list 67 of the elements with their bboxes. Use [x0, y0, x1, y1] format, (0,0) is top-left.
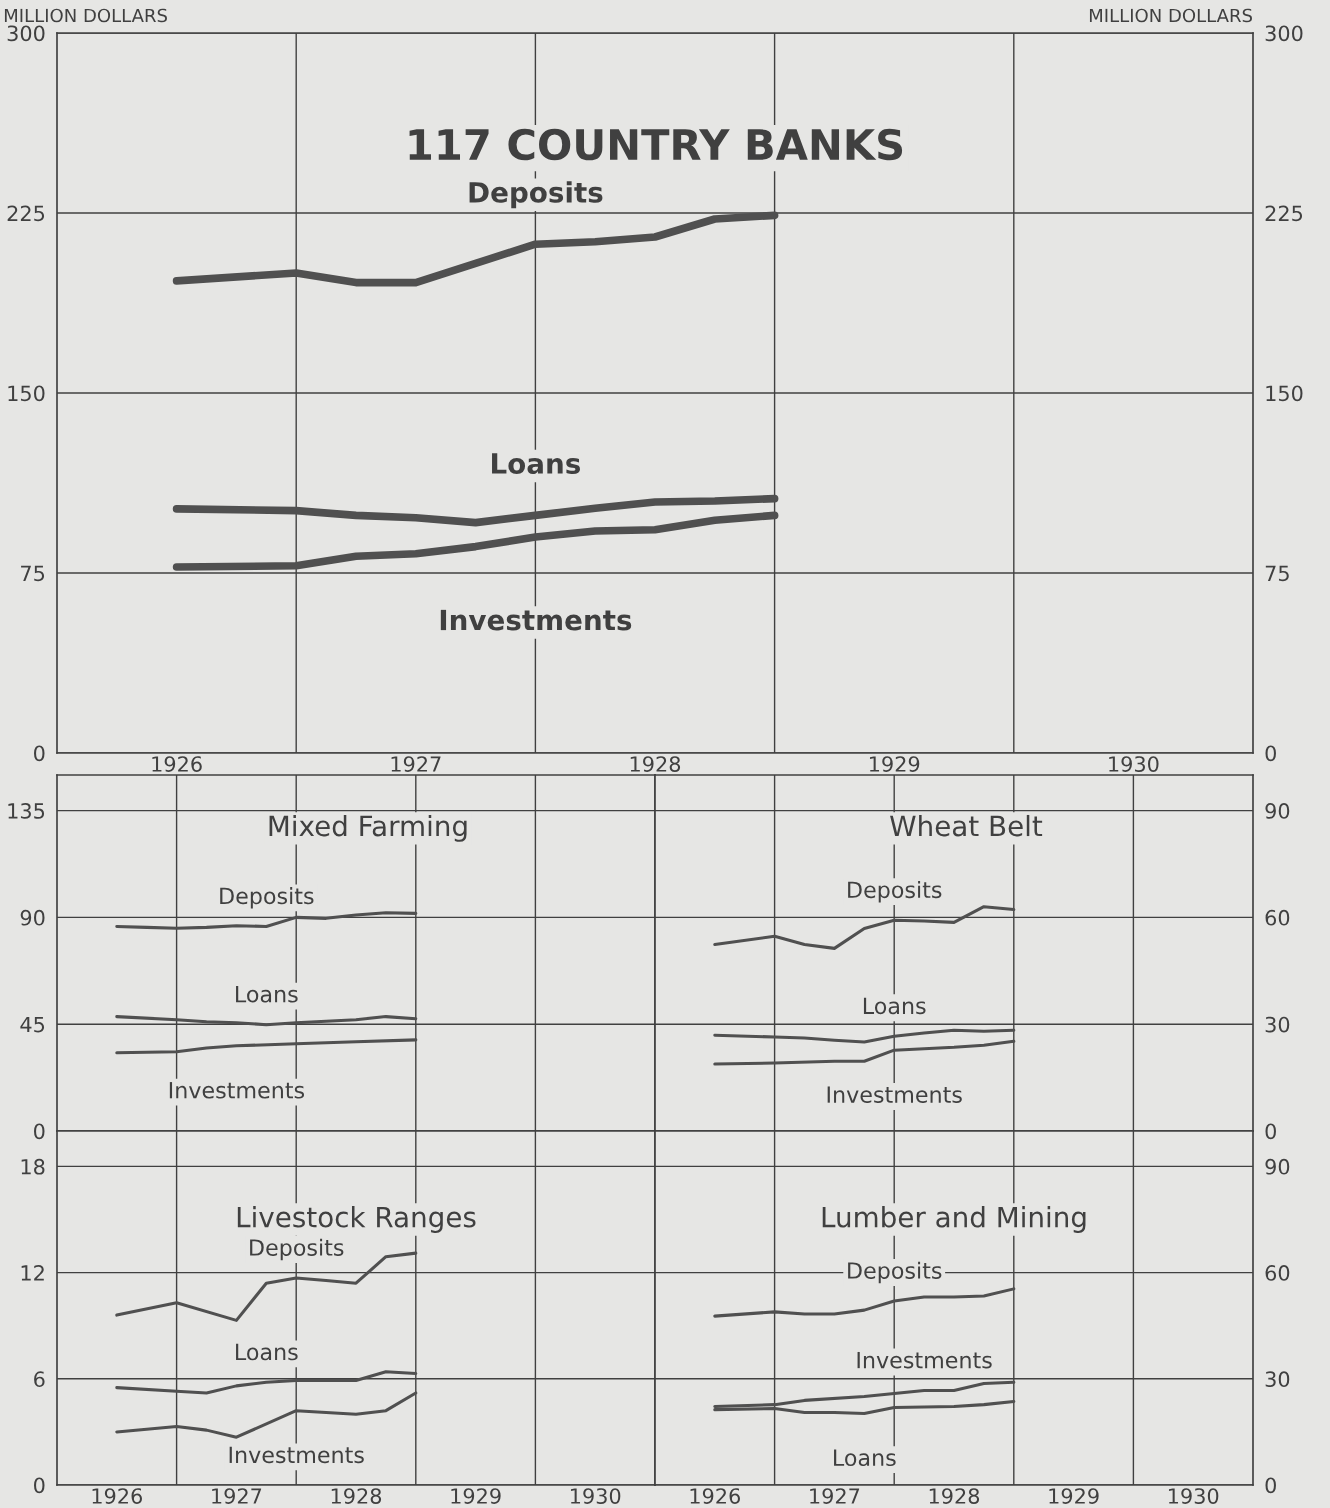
y-tick-label: 18	[21, 1158, 45, 1175]
series-label: Loans	[834, 1449, 896, 1467]
x-tick-label: 1929	[1049, 1488, 1099, 1504]
x-tick-label: 1929	[451, 1488, 501, 1504]
series-label: Investments	[857, 1351, 992, 1369]
x-tick-label: 1928	[630, 756, 681, 772]
x-tick-label: 1927	[810, 1488, 860, 1504]
x-tick-label: 1927	[391, 756, 441, 772]
line-series	[713, 1287, 1016, 1318]
y-tick-label: 300	[7, 25, 45, 42]
text: Mixed Farming	[269, 814, 467, 842]
line-series	[115, 1015, 418, 1027]
x-tick-label: 1930	[570, 1488, 621, 1504]
y-tick-label: 90	[1265, 1158, 1290, 1175]
y-tick-label: 60	[1265, 1265, 1290, 1281]
y-tick-label: 60	[1265, 909, 1290, 926]
series-label: Deposits	[848, 1261, 942, 1284]
y-tick-label: 135	[8, 803, 45, 819]
series-label: Investments	[229, 1446, 364, 1464]
line-series	[115, 911, 418, 930]
x-tick-label: 1926	[92, 1488, 142, 1504]
y-tick-label: 90	[1265, 803, 1290, 819]
y-tick-label: 0	[34, 1123, 45, 1140]
line-series	[115, 1370, 418, 1395]
series-label: Investments	[169, 1082, 305, 1099]
line-series	[115, 1391, 418, 1439]
x-tick-label: 1926	[690, 1488, 740, 1504]
series-label: Deposits	[220, 887, 314, 909]
x-tick-label: 1930	[1168, 1488, 1219, 1504]
y-tick-label: 75	[21, 565, 45, 582]
line-series	[713, 905, 1016, 950]
text: 117 COUNTRY BANKS	[409, 128, 903, 161]
y-tick-label: 0	[1265, 1123, 1276, 1140]
y-tick-label: 30	[1265, 1016, 1290, 1033]
y-tick-label: 30	[1265, 1371, 1290, 1388]
series-label: Investments	[827, 1086, 962, 1103]
y-tick-label: 225	[7, 205, 45, 222]
y-tick-label: 0	[1265, 1477, 1276, 1494]
series-label: Loans	[236, 1343, 298, 1361]
series-label: Loans	[863, 997, 926, 1015]
x-tick-label: 1926	[152, 756, 202, 772]
y-tick-label: 6	[34, 1371, 45, 1388]
series-label: Deposits	[250, 1238, 344, 1261]
y-tick-label: 0	[34, 745, 45, 762]
series-label: Deposits	[848, 880, 942, 903]
x-tick-label: 1928	[929, 1488, 980, 1504]
text: Investments	[440, 609, 632, 631]
series-label: Loans	[236, 986, 298, 1003]
y-tick-label: 12	[21, 1265, 44, 1281]
y-tick-label: 45	[20, 1016, 45, 1033]
y2-axis-title: MILLION DOLLARS	[1089, 8, 1252, 23]
text: Lumber and Mining	[822, 1206, 1086, 1233]
text: Wheat Belt	[890, 814, 1043, 837]
line-series	[115, 1038, 418, 1055]
line-series	[713, 1039, 1016, 1066]
line-series	[713, 1028, 1016, 1044]
x-tick-label: 1929	[869, 756, 920, 772]
y-tick-label: 150	[8, 385, 45, 402]
series-label: Loans	[492, 453, 580, 475]
y-tick-label: 90	[20, 909, 45, 926]
y-tick-label: 0	[34, 1477, 45, 1494]
text: Livestock Ranges	[237, 1206, 476, 1233]
x-tick-label: 1930	[1109, 756, 1159, 772]
x-tick-label: 1928	[331, 1488, 382, 1504]
y-axis-title: MILLION DOLLARS	[4, 8, 167, 23]
x-tick-label: 1927	[212, 1488, 262, 1504]
series-label: Deposits	[469, 181, 603, 209]
